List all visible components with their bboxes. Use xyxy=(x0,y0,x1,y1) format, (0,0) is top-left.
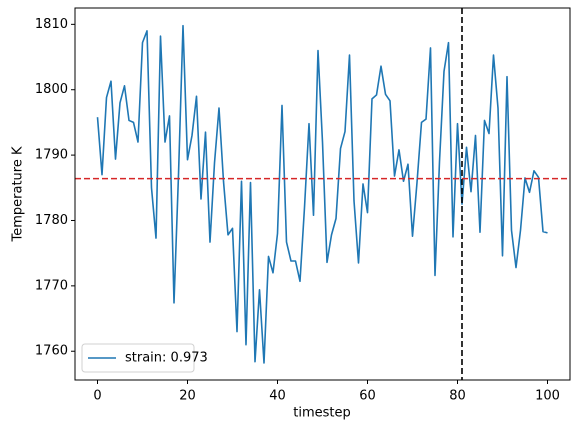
x-tick-label: 20 xyxy=(179,389,196,404)
x-tick-label: 0 xyxy=(93,389,101,404)
y-axis-label: Temperature K xyxy=(11,146,26,242)
legend-label: strain: 0.973 xyxy=(125,351,208,366)
legend-box xyxy=(81,343,195,373)
x-tick-label: 40 xyxy=(269,389,286,404)
x-axis-label: timestep xyxy=(293,406,351,421)
y-tick-label: 1790 xyxy=(35,148,68,163)
x-tick-label: 100 xyxy=(535,389,560,404)
y-tick-label: 1770 xyxy=(35,278,68,293)
x-tick-label: 80 xyxy=(449,389,466,404)
x-tick-label: 60 xyxy=(359,389,376,404)
data-line xyxy=(96,24,548,364)
y-tick-label: 1760 xyxy=(35,344,68,359)
y-tick-label: 1780 xyxy=(35,213,68,228)
plot-frame xyxy=(74,7,571,381)
y-tick-label: 1810 xyxy=(35,17,68,32)
y-tick-label: 1800 xyxy=(35,82,68,97)
